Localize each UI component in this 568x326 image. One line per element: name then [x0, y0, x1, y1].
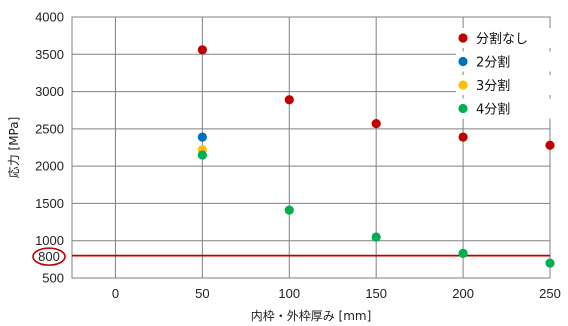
y-tick-label: 3000 — [35, 84, 64, 99]
legend-marker — [458, 80, 468, 90]
tick-labels: 500 1000 1500 2000 2500 3000 3500 4000 0 50 100 150… — [35, 10, 561, 302]
legend-label: 分割なし — [476, 31, 528, 47]
y-axis-title: 応力 [MPa] — [7, 117, 21, 179]
reference-line-group: 800 — [32, 247, 550, 266]
legend-entry-background — [456, 98, 551, 119]
legend-entry-background — [456, 51, 551, 72]
x-tick-label: 150 — [365, 286, 387, 301]
data-point — [197, 132, 207, 142]
y-tick-label: 1500 — [35, 196, 64, 211]
data-point — [284, 95, 294, 105]
annotation-label: 800 — [38, 249, 60, 264]
data-points — [197, 45, 555, 268]
data-point — [545, 140, 555, 150]
legend-marker — [458, 103, 468, 114]
legend-marker — [458, 33, 468, 43]
x-tick-label: 250 — [539, 286, 561, 301]
data-point — [545, 258, 555, 268]
y-tick-label: 500 — [42, 271, 64, 286]
y-tick-label: 2000 — [35, 159, 64, 174]
y-tick-label: 1000 — [35, 233, 64, 248]
x-tick-label: 100 — [278, 286, 300, 301]
y-tick-label: 4000 — [35, 10, 64, 25]
data-point — [284, 205, 294, 215]
y-tick-label: 2500 — [35, 121, 64, 136]
x-axis-title: 内枠・外枠厚み [mm] — [251, 309, 372, 323]
data-point — [197, 45, 207, 55]
data-point — [197, 150, 207, 160]
data-point — [458, 132, 468, 142]
data-point — [458, 248, 468, 258]
data-point — [371, 119, 381, 129]
legend-marker — [458, 56, 468, 67]
legend-entry-background — [456, 28, 551, 48]
x-tick-label: 50 — [195, 286, 209, 301]
annotation-ellipse — [32, 247, 66, 266]
x-tick-label: 200 — [452, 286, 474, 301]
legend-label: 3分割 — [476, 78, 510, 94]
legend: 分割なし 2分割 3分割 4分割 — [456, 28, 551, 119]
data-point — [371, 232, 381, 242]
legend-label: 2分割 — [476, 55, 510, 71]
legend-entry-background — [456, 75, 551, 95]
y-tick-label: 3500 — [35, 47, 64, 62]
x-tick-label: 0 — [112, 286, 119, 301]
legend-label: 4分割 — [476, 102, 510, 118]
